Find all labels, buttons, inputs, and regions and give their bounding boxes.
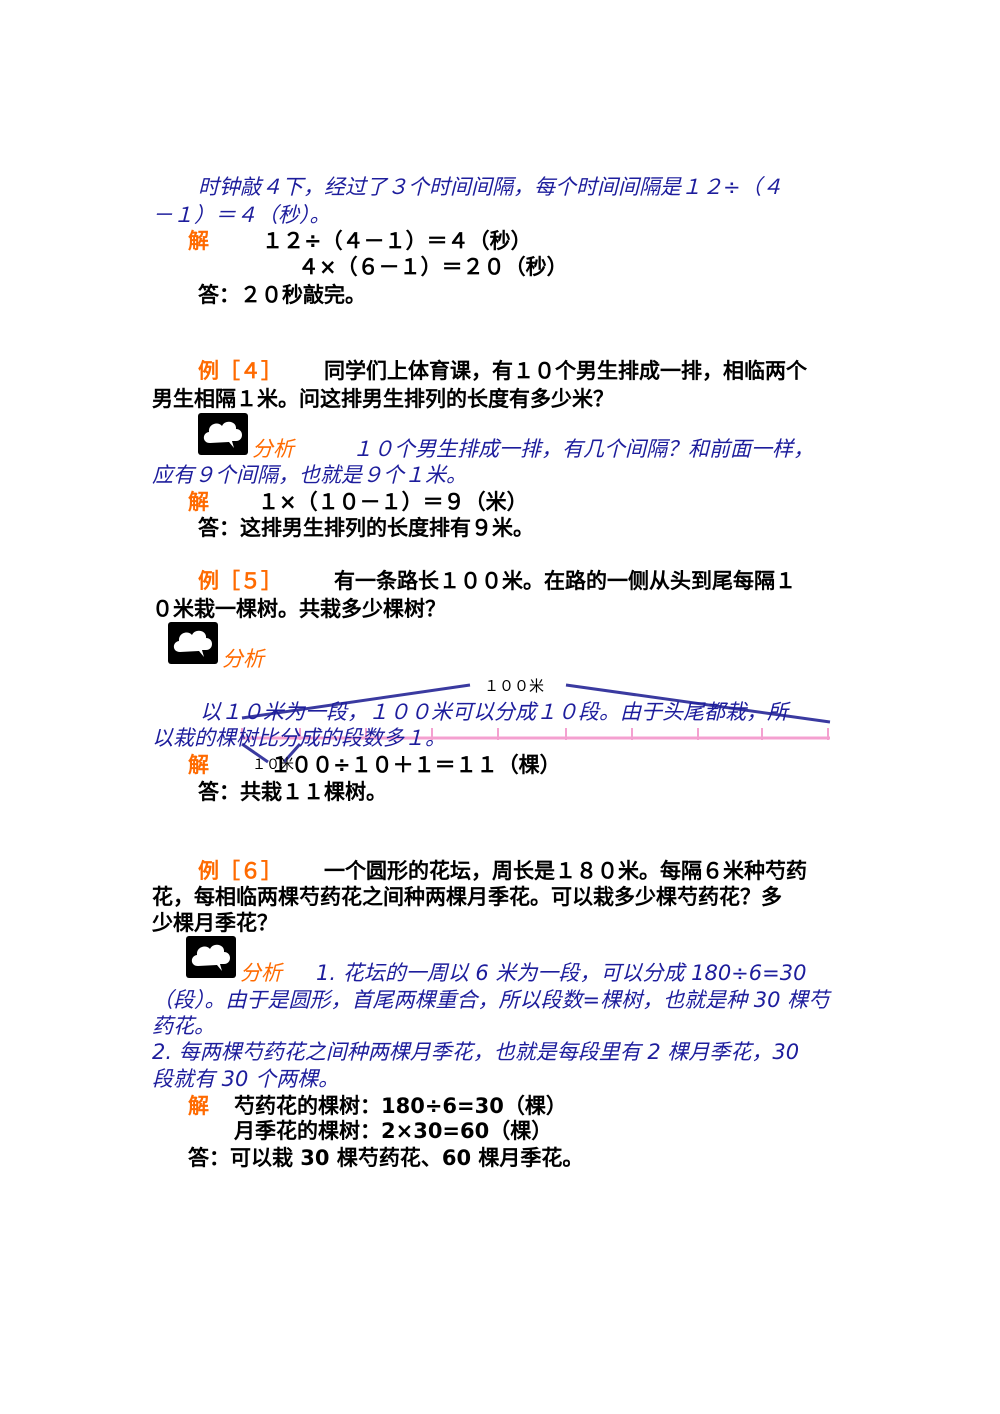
analysis-line: 时钟敲４下，经过了３个时间间隔，每个时间间隔是１２÷（４ xyxy=(198,175,783,199)
equation: 芍药花的棵树：180÷6=30（棵） xyxy=(234,1094,567,1118)
question-line: 少棵月季花？ xyxy=(152,911,278,935)
equation: １×（１０－１）＝９（米） xyxy=(258,490,528,514)
brace-right xyxy=(565,683,831,724)
cloud-icon xyxy=(168,622,218,664)
analysis-line: 2. 每两棵芍药花之间种两棵月季花，也就是每段里有 2 棵月季花，30 xyxy=(152,1040,800,1064)
equation: ４×（６－１）＝２０（秒） xyxy=(298,255,568,279)
question-line: 同学们上体育课，有１０个男生排成一排，相临两个 xyxy=(324,359,807,383)
solution-label: 解 xyxy=(188,1094,209,1118)
equation: １２÷（４－１）＝４（秒） xyxy=(262,229,532,253)
analysis-label: 分析 xyxy=(252,437,294,461)
analysis-line: 药花。 xyxy=(152,1014,215,1038)
solution-label: 解 xyxy=(188,229,209,253)
equation: 月季花的棵树：2×30=60（棵） xyxy=(234,1119,553,1143)
answer: 答：２０秒敲完。 xyxy=(198,283,366,307)
analysis-line: －１）＝４（秒）。 xyxy=(152,203,331,227)
cloud-icon xyxy=(198,413,248,455)
diagram-segment-label: １０米 xyxy=(252,757,294,773)
example-label: 例［５］ xyxy=(198,569,282,593)
cloud-icon xyxy=(186,936,236,978)
question-line: 花，每相临两棵芍药花之间种两棵月季花。可以栽多少棵芍药花？多 xyxy=(152,885,782,909)
small-brace-right xyxy=(282,743,302,763)
analysis-line: 应有９个间隔，也就是９个１米。 xyxy=(152,463,467,487)
analysis-label: 分析 xyxy=(222,647,264,671)
question-line: ０米栽一棵树。共栽多少棵树？ xyxy=(152,597,446,621)
road-ticks xyxy=(241,728,829,740)
analysis-line: 1. 花坛的一周以 6 米为一段，可以分成 180÷6=30 xyxy=(316,961,807,985)
answer: 答：共栽１１棵树。 xyxy=(198,780,387,804)
analysis-line: １０个男生排成一排，有几个间隔？和前面一样， xyxy=(352,437,814,461)
question-line: 有一条路长１００米。在路的一侧从头到尾每隔１ xyxy=(334,569,796,593)
brace-left xyxy=(241,683,471,720)
question-line: 一个圆形的花坛，周长是１８０米。每隔６米种芍药 xyxy=(324,859,807,883)
example-label: 例［４］ xyxy=(198,359,282,383)
analysis-label: 分析 xyxy=(240,961,282,985)
analysis-line: 段就有 30 个两棵。 xyxy=(152,1067,340,1091)
small-brace-left xyxy=(241,742,269,764)
equation: １００÷１０＋１＝１１（棵） xyxy=(270,753,561,777)
solution-label: 解 xyxy=(188,753,209,777)
answer: 答：可以栽 30 棵芍药花、60 棵月季花。 xyxy=(188,1146,584,1170)
diagram-length-label: １００米 xyxy=(484,677,545,695)
analysis-line: 以１０米为一段，１００米可以分成１０段。由于头尾都栽，所 xyxy=(200,700,788,724)
answer: 答：这排男生排列的长度排有９米。 xyxy=(198,516,534,540)
solution-label: 解 xyxy=(188,490,209,514)
analysis-line: 以栽的棵树比分成的段数多１。 xyxy=(152,726,446,750)
example-label: 例［６］ xyxy=(198,859,282,883)
question-line: 男生相隔１米。问这排男生排列的长度有多少米？ xyxy=(152,387,614,411)
analysis-line: （段）。由于是圆形，首尾两棵重合，所以段数=棵树，也就是种 30 棵芍 xyxy=(152,988,830,1012)
